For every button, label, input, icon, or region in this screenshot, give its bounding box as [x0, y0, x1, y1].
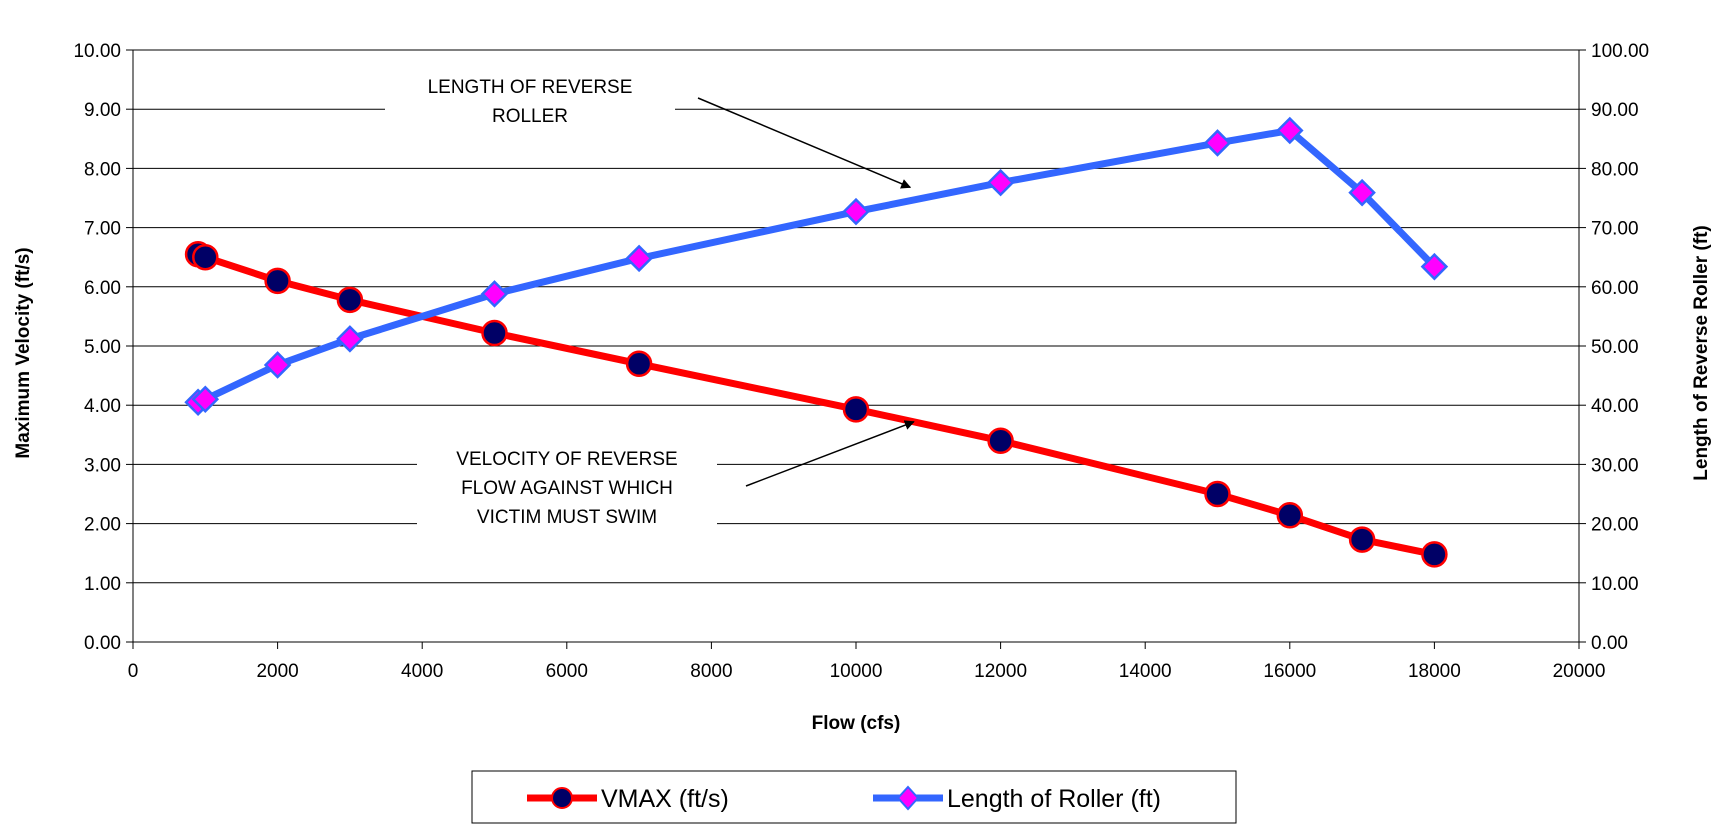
y-tick-label: 3.00: [84, 455, 121, 476]
data-point-roller: [263, 351, 292, 379]
x-tick-label: 20000: [1553, 661, 1606, 682]
legend-box: [471, 770, 1237, 824]
x-tick-label: 10000: [830, 661, 883, 682]
y2-tick-label: 90.00: [1591, 100, 1639, 121]
x-tick-label: 8000: [690, 661, 732, 682]
y2-tick-label: 40.00: [1591, 396, 1639, 417]
y2-tick-label: 20.00: [1591, 515, 1639, 536]
legend-marker-vmax: [551, 787, 573, 809]
data-point-vmax: [842, 396, 870, 423]
annotation-box: [385, 71, 675, 137]
annotations: LENGTH OF REVERSE ROLLER VELOCITY OF REVER…: [385, 71, 915, 538]
y2-axis-title: Length of Reverse Roller (ft): [1691, 225, 1712, 480]
data-point-roller: [986, 168, 1015, 197]
data-point-roller: [842, 197, 870, 226]
y2-tick-label: 50.00: [1591, 337, 1639, 358]
axes: 0.00 1.00 2.00 3.00 4.00 5.00 6.00 7.00 8.00 9.00…: [73, 41, 1649, 682]
legend: VMAX (ft/s) Length of Roller (ft): [471, 770, 1237, 824]
y2-tick-label: 70.00: [1591, 219, 1639, 240]
y2-tick-label: 10.00: [1591, 574, 1639, 595]
y-tick-label: 10.00: [73, 41, 121, 62]
data-point-vmax: [1348, 526, 1376, 553]
x-tick-label: 12000: [974, 661, 1027, 682]
y-tick-label: 1.00: [84, 574, 121, 595]
y2-tick-label: 30.00: [1591, 455, 1639, 476]
data-point-vmax: [481, 319, 508, 347]
series-line-roller: [196, 127, 1437, 406]
y2-tick-label: 0.00: [1591, 633, 1628, 654]
x-tick-label: 16000: [1263, 661, 1316, 682]
y-tick-label: 2.00: [84, 515, 121, 536]
legend-label-vmax: VMAX (ft/s): [601, 785, 729, 813]
x-axis-title: Flow (cfs): [812, 713, 901, 734]
data-point-vmax: [625, 350, 653, 378]
y2-tick-label: 80.00: [1591, 159, 1639, 180]
data-point-vmax: [1421, 541, 1448, 568]
y-axis-title: Maximum Velocity (ft/s): [13, 247, 34, 458]
y2-tick-label: 60.00: [1591, 278, 1639, 299]
data-point-roller: [1420, 252, 1449, 281]
y-tick-label: 7.00: [84, 219, 121, 240]
annotation-text: FLOW AGAINST WHICH: [461, 478, 673, 499]
legend-label-roller: Length of Roller (ft): [947, 785, 1161, 813]
x-tick-label: 18000: [1408, 661, 1461, 682]
data-point-vmax: [1276, 502, 1304, 529]
data-point-vmax: [336, 286, 364, 314]
series-line-vmax: [196, 250, 1436, 558]
data-point-roller: [336, 325, 364, 353]
annotation-text: VICTIM MUST SWIM: [477, 507, 657, 528]
x-tick-label: 14000: [1119, 661, 1172, 682]
series-group: [184, 116, 1449, 568]
y2-tick-label: 100.00: [1591, 41, 1649, 62]
data-point-roller: [191, 385, 220, 414]
data-point-vmax: [264, 267, 291, 295]
x-tick-label: 4000: [401, 661, 443, 682]
annotation-text: LENGTH OF REVERSE: [428, 77, 633, 98]
data-point-roller: [1348, 178, 1376, 207]
data-point-roller: [480, 280, 509, 308]
legend-marker-roller: [896, 785, 920, 811]
y-tick-label: 9.00: [84, 100, 121, 121]
y-tick-label: 0.00: [84, 633, 121, 654]
x-tick-label: 2000: [256, 661, 298, 682]
data-point-roller: [625, 244, 653, 273]
annotation-box: [417, 443, 717, 538]
data-point-vmax: [987, 427, 1014, 454]
annotation-text: ROLLER: [492, 106, 568, 127]
data-point-vmax: [1204, 480, 1231, 508]
y-tick-label: 8.00: [84, 159, 121, 180]
data-point-roller: [1276, 116, 1304, 145]
annotation-text: VELOCITY OF REVERSE: [456, 449, 677, 470]
x-tick-label: 6000: [546, 661, 588, 682]
x-tick-label: 0: [128, 661, 139, 682]
y-tick-label: 5.00: [84, 337, 121, 358]
data-point-vmax: [192, 243, 219, 271]
annotation-arrow: [697, 97, 912, 189]
data-point-roller: [1203, 129, 1232, 157]
gridlines: [133, 49, 1579, 584]
y-tick-label: 4.00: [84, 396, 121, 417]
annotation-arrow: [745, 420, 915, 487]
y-tick-label: 6.00: [84, 278, 121, 299]
